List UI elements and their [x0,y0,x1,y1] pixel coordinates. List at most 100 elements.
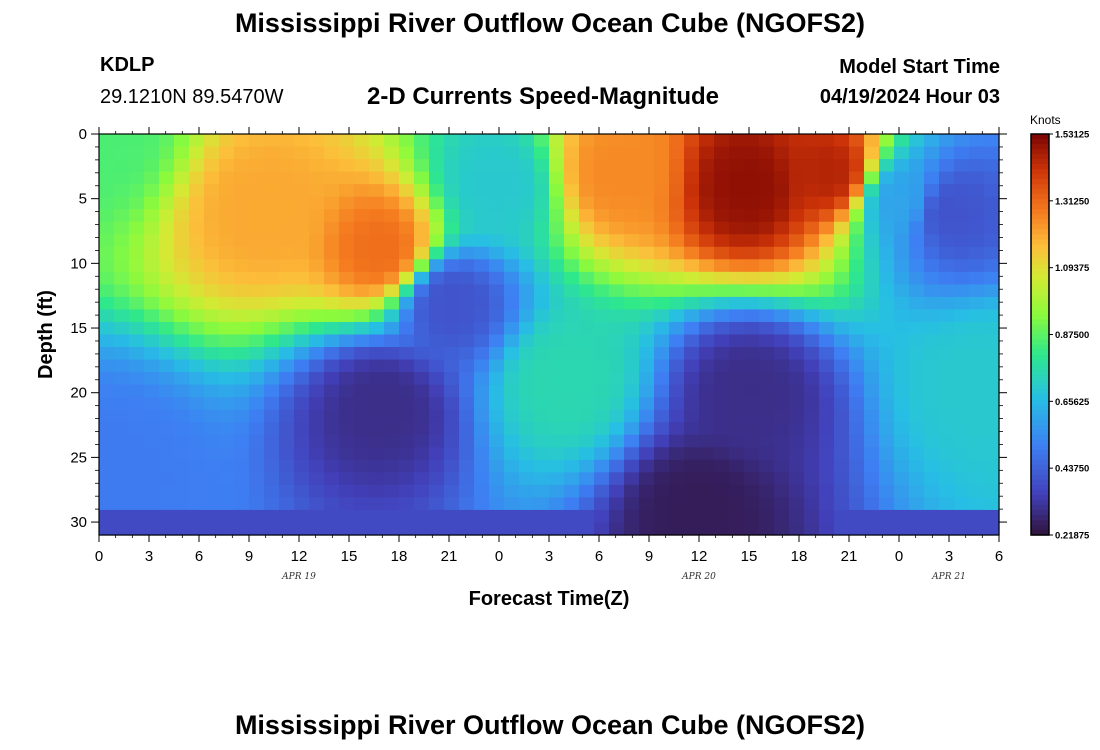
heatmap-cell [354,284,370,298]
heatmap-cell [804,184,820,198]
heatmap-cell [444,284,460,298]
heatmap-cell [954,459,970,473]
heatmap-cell [279,221,295,235]
heatmap-cell [429,171,445,185]
heatmap-cell [234,384,250,398]
heatmap-cell [669,271,685,285]
heatmap-cell [639,422,655,436]
heatmap-cell [204,134,220,148]
heatmap-cell [474,384,490,398]
heatmap-cell [804,171,820,185]
heatmap-cell [954,309,970,323]
heatmap-cell [339,459,355,473]
heatmap-cell [354,234,370,248]
heatmap-cell [279,296,295,311]
heatmap-cell [924,347,940,361]
heatmap-cell [159,184,175,198]
heatmap-cell [909,309,925,323]
heatmap-cell [414,484,430,499]
colorbar-tick-label: 0.21875 [1055,531,1090,542]
heatmap-cell [189,372,205,386]
heatmap-cell [369,246,385,260]
heatmap-cell [444,472,460,486]
heatmap-cell [729,146,745,160]
heatmap-cell [399,384,415,398]
heatmap-cell [489,397,505,411]
heatmap-cell [489,359,505,373]
heatmap-cell [669,171,685,185]
heatmap-cell [309,484,325,499]
heatmap-cell [924,434,940,448]
heatmap-cell [564,171,580,185]
heatmap-cell [204,159,220,173]
heatmap-cell [144,184,160,198]
heatmap-cell [564,509,580,524]
heatmap-cell [249,309,265,323]
heatmap-cell [204,234,220,248]
colorbar-swatch [1031,299,1049,306]
heatmap-cell [639,296,655,311]
heatmap-cell [129,447,145,461]
heatmap-cell [954,146,970,160]
heatmap-cell [819,472,835,486]
heatmap-cell [549,497,565,511]
heatmap-cell [504,334,520,348]
heatmap-cell [609,146,625,160]
heatmap-cell [924,522,940,536]
heatmap-cell [594,209,610,223]
heatmap-cell [849,397,865,411]
heatmap-cell [969,497,985,511]
heatmap-cell [189,134,205,148]
heatmap-cell [264,221,280,235]
heatmap-cell [744,522,760,536]
heatmap-cell [159,271,175,285]
heatmap-cell [534,271,550,285]
heatmap-cell [114,334,130,348]
heatmap-cell [909,259,925,273]
heatmap-cell [924,221,940,235]
heatmap-cell [279,484,295,499]
heatmap-cell [744,234,760,248]
heatmap-cell [564,296,580,311]
heatmap-cell [969,221,985,235]
heatmap-cell [249,134,265,148]
heatmap-cell [249,522,265,536]
heatmap-cell [294,134,310,148]
heatmap-cell [249,459,265,473]
heatmap-cell [729,159,745,173]
heatmap-cell [639,321,655,336]
heatmap-cell [654,271,670,285]
heatmap-cell [759,159,775,173]
heatmap-cell [354,309,370,323]
heatmap-cell [984,259,1000,273]
heatmap-cell [834,422,850,436]
heatmap-cell [294,497,310,511]
heatmap-cell [984,221,1000,235]
heatmap-cell [714,509,730,524]
heatmap-cell [699,459,715,473]
heatmap-cell [204,472,220,486]
heatmap-cell [414,134,430,148]
heatmap-cell [849,484,865,499]
heatmap-cell [729,372,745,386]
heatmap-cell [939,384,955,398]
heatmap-cell [474,422,490,436]
heatmap-cell [174,159,190,173]
heatmap-cell [504,497,520,511]
heatmap-cell [504,409,520,423]
heatmap-cell [594,472,610,486]
heatmap-cell [669,484,685,499]
heatmap-cell [684,234,700,248]
heatmap-cell [264,259,280,273]
x-tick-label: 15 [741,548,758,565]
heatmap-cell [729,134,745,148]
heatmap-cell [609,321,625,336]
heatmap-cell [99,209,115,223]
heatmap-cell [954,384,970,398]
heatmap-cell [954,409,970,423]
heatmap-cell [309,459,325,473]
heatmap-cell [324,372,340,386]
heatmap-cell [114,209,130,223]
heatmap-cell [339,234,355,248]
heatmap-cell [624,409,640,423]
